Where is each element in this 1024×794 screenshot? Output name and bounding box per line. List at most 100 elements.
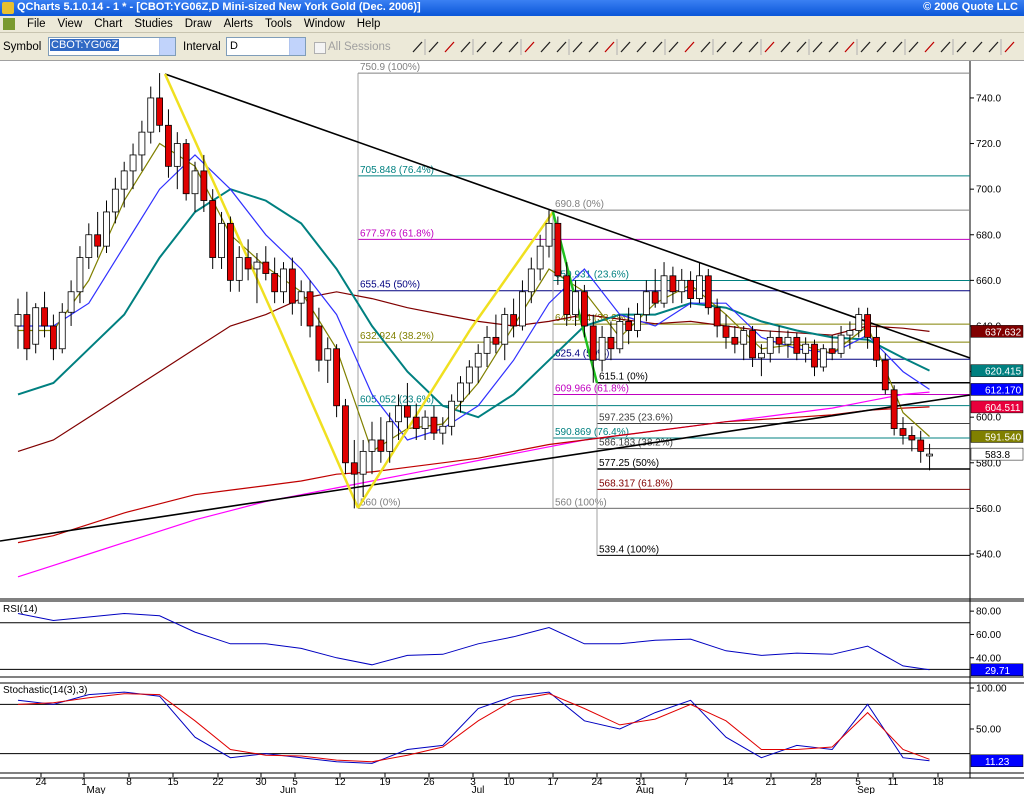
- tool-icon[interactable]: [556, 41, 567, 53]
- tool-icon[interactable]: [540, 41, 551, 53]
- tool-icon[interactable]: [668, 41, 679, 53]
- tool-icon[interactable]: [636, 41, 647, 53]
- tool-icon[interactable]: [956, 41, 967, 53]
- candle-body: [156, 97, 164, 126]
- dropdown-button[interactable]: [159, 38, 175, 55]
- month-label: Sep: [857, 785, 875, 794]
- tool-icon[interactable]: [476, 41, 487, 53]
- chart-background: [0, 61, 1024, 778]
- candle-body: [85, 234, 93, 258]
- fib-label: 677.976 (61.8%): [360, 228, 434, 239]
- tool-icon[interactable]: [860, 41, 871, 53]
- candle-body: [209, 200, 217, 258]
- tool-icon[interactable]: [780, 41, 791, 53]
- window-title: QCharts 5.1.0.14 - 1 * - [CBOT:YG06Z,D M…: [17, 1, 421, 13]
- tool-icon[interactable]: [748, 41, 759, 53]
- candle-body: [775, 336, 783, 345]
- candle-body: [359, 450, 367, 475]
- candle-body: [492, 336, 500, 345]
- menu-item[interactable]: Studies: [134, 18, 173, 30]
- copyright: © 2006 Quote LLC: [923, 1, 1018, 13]
- candle-body: [457, 382, 464, 402]
- tool-icon[interactable]: [428, 41, 439, 53]
- last-value-label: 29.71: [985, 666, 1010, 677]
- tool-icon[interactable]: [572, 41, 583, 53]
- candle-body: [173, 143, 181, 167]
- candle-body: [696, 275, 703, 300]
- candle-body: [350, 462, 358, 475]
- menu-item[interactable]: Window: [303, 18, 345, 30]
- candle-body: [23, 314, 31, 350]
- tool-icon[interactable]: [716, 41, 727, 53]
- candle-body: [288, 268, 296, 304]
- candle-body: [793, 336, 801, 354]
- tool-icon[interactable]: [652, 41, 663, 53]
- interval-combo[interactable]: D: [226, 37, 306, 56]
- candle-body: [625, 321, 633, 331]
- tool-icon[interactable]: [620, 41, 631, 53]
- tool-icon[interactable]: [444, 41, 455, 53]
- menu-icon: [3, 18, 15, 30]
- tool-icon[interactable]: [796, 41, 807, 53]
- tool-icon[interactable]: [972, 41, 983, 53]
- y-tick-label: 720.0: [976, 139, 1001, 150]
- date-label: 11: [888, 777, 899, 788]
- tool-icon[interactable]: [876, 41, 887, 53]
- fib-label: 659.931 (23.6%): [555, 270, 629, 281]
- tool-icon[interactable]: [892, 41, 903, 53]
- candle-body: [563, 275, 571, 315]
- candle-body: [200, 170, 208, 201]
- tool-icon[interactable]: [812, 41, 823, 53]
- date-label: 30: [255, 777, 267, 788]
- tool-icon[interactable]: [844, 41, 855, 53]
- candle-body: [864, 314, 871, 338]
- date-label: 19: [379, 777, 391, 788]
- symbol-combo[interactable]: CBOT:YG06Z: [48, 37, 176, 56]
- menu-item[interactable]: Chart: [94, 18, 123, 30]
- candle-body: [669, 275, 677, 293]
- symbol-value[interactable]: CBOT:YG06Z: [50, 39, 120, 51]
- chart-area: 740.0720.0700.0680.0660.0640.0620.0600.0…: [0, 61, 1024, 794]
- candle-body: [439, 425, 447, 434]
- all-sessions-checkbox[interactable]: [314, 42, 326, 54]
- last-value-label: 612.170: [985, 385, 1022, 396]
- candle-body: [572, 291, 579, 315]
- panel-title: RSI(14): [3, 604, 37, 615]
- tool-icon[interactable]: [764, 41, 775, 53]
- tool-icon[interactable]: [460, 41, 471, 53]
- y-tick-label: 600.0: [976, 413, 1001, 424]
- candle-body: [510, 314, 518, 327]
- tool-icon[interactable]: [492, 41, 503, 53]
- menu-item[interactable]: View: [57, 18, 83, 30]
- tool-icon[interactable]: [524, 41, 535, 53]
- tool-icon[interactable]: [732, 41, 743, 53]
- candle-body: [819, 348, 827, 368]
- tool-icon[interactable]: [924, 41, 935, 53]
- tool-icon[interactable]: [1004, 41, 1015, 53]
- tool-icon[interactable]: [908, 41, 919, 53]
- menu-item[interactable]: Alerts: [223, 18, 253, 30]
- candle-body: [342, 405, 349, 464]
- menu-item[interactable]: Draw: [184, 18, 212, 30]
- tool-icon[interactable]: [940, 41, 951, 53]
- menu-item[interactable]: Help: [356, 18, 381, 30]
- dropdown-button[interactable]: [289, 38, 305, 55]
- menu-item[interactable]: Tools: [264, 18, 292, 30]
- candle-body: [660, 275, 668, 304]
- tool-icon[interactable]: [508, 41, 519, 53]
- candle-body: [306, 291, 314, 327]
- tool-icon[interactable]: [700, 41, 711, 53]
- interval-value[interactable]: D: [230, 40, 238, 52]
- all-sessions-label[interactable]: All Sessions: [328, 41, 391, 53]
- tool-icon[interactable]: [604, 41, 615, 53]
- tool-icon[interactable]: [684, 41, 695, 53]
- tool-icon[interactable]: [988, 41, 999, 53]
- tool-icon[interactable]: [588, 41, 599, 53]
- candle-body: [377, 439, 385, 452]
- tool-icon[interactable]: [828, 41, 839, 53]
- menu-item[interactable]: File: [27, 18, 46, 30]
- fib-label: 560 (100%): [555, 497, 607, 508]
- fib-label: 655.45 (50%): [360, 280, 420, 291]
- tool-icon[interactable]: [412, 41, 423, 53]
- candle-body: [581, 291, 588, 327]
